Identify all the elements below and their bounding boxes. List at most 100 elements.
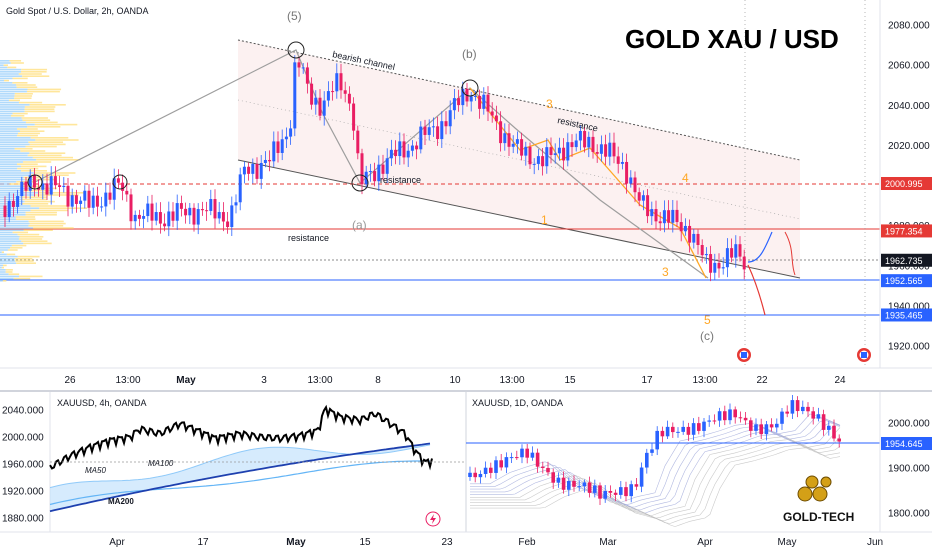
channel-fill	[238, 40, 800, 278]
daily-candle-body	[530, 452, 535, 458]
logo-text: GOLD-TECH	[783, 510, 854, 524]
volume-bar-yellow	[5, 269, 13, 271]
candle-body	[608, 142, 612, 157]
daily-candle-body	[806, 406, 810, 412]
volume-bar-yellow	[2, 280, 7, 282]
daily-candle-body	[795, 400, 800, 412]
volume-bar-blue	[0, 266, 2, 269]
candle-body	[587, 136, 591, 148]
candle-body	[37, 187, 41, 190]
ma-ribbon-line	[470, 419, 841, 508]
candle-body	[667, 210, 671, 223]
price-label-badge	[881, 253, 932, 267]
us-flag-icon[interactable]	[737, 348, 751, 362]
candle-body	[742, 256, 746, 270]
volume-bar-yellow	[1, 266, 4, 269]
volume-bar-yellow	[24, 200, 55, 203]
wave-a-label: (a)	[352, 218, 367, 232]
daily-candle-body	[608, 490, 613, 493]
candle-body	[444, 121, 448, 127]
daily-candle-body	[598, 485, 602, 499]
volume-bar-blue	[0, 71, 21, 73]
candle-body	[616, 156, 620, 164]
candle-body	[104, 192, 108, 207]
lightning-icon[interactable]	[425, 511, 441, 527]
volume-bar-blue	[0, 121, 26, 124]
daily-candle-body	[603, 490, 607, 499]
volume-bar-blue	[0, 141, 29, 143]
volume-bar-blue	[0, 104, 30, 106]
candle-body	[482, 94, 486, 109]
candle-body	[637, 192, 641, 201]
volume-bar-blue	[0, 192, 39, 194]
candle-body	[599, 144, 603, 154]
candle-body	[268, 159, 272, 162]
ma-ribbon-line	[470, 427, 841, 517]
candle-body	[272, 141, 276, 162]
daily-candle-body	[697, 423, 701, 431]
daily-candle-body	[634, 484, 639, 487]
volume-bar-blue	[0, 251, 2, 253]
daily-candle-body	[473, 472, 477, 478]
volume-bar-yellow	[20, 71, 47, 73]
candle-body	[457, 98, 461, 106]
candle-body	[692, 233, 696, 243]
daily-candle-body	[749, 420, 753, 431]
candle-body	[41, 183, 45, 190]
candle-body	[385, 158, 389, 174]
candle-body	[360, 153, 364, 185]
candle-body	[725, 248, 729, 268]
pivot-circle-5	[287, 41, 305, 59]
candle-body	[24, 181, 28, 191]
volume-bar-yellow	[27, 88, 62, 91]
us-flag-icon[interactable]	[857, 348, 871, 362]
daily-candle-body	[837, 438, 841, 442]
candle-body	[70, 195, 74, 207]
x-tick-label: 22	[756, 375, 768, 386]
candle-body	[238, 174, 242, 203]
y-tick-label-1d: 1900.000	[888, 464, 930, 475]
candle-body	[247, 166, 251, 174]
candle-body	[158, 212, 162, 224]
volume-bar-yellow	[30, 205, 68, 207]
volume-bar-yellow	[8, 273, 20, 275]
daily-candle-body	[660, 430, 665, 437]
volume-bar-yellow	[11, 244, 27, 247]
volume-bar-blue	[0, 185, 21, 187]
volume-bar-blue	[0, 60, 10, 62]
volume-bar-yellow	[14, 93, 33, 95]
candle-body	[541, 156, 545, 167]
volume-bar-blue	[0, 150, 21, 152]
volume-bar-yellow	[17, 134, 38, 137]
candles	[3, 55, 746, 282]
volume-bar-blue	[0, 183, 10, 185]
x-tick-label-1d: Feb	[518, 537, 536, 548]
volume-bar-blue	[0, 269, 6, 271]
candle-body	[490, 111, 494, 116]
daily-candle-body	[759, 424, 763, 435]
volume-bar-blue	[0, 225, 29, 227]
volume-bar-blue	[0, 280, 3, 282]
volume-bar-yellow	[22, 119, 51, 121]
panel-4h-x-axis: Apr 17 May 15 23	[109, 537, 453, 548]
big-title: GOLD XAU / USD	[625, 24, 839, 54]
candle-body	[683, 225, 687, 232]
volume-bar-blue	[0, 238, 19, 240]
volume-bar-blue	[0, 88, 28, 91]
candle-body	[301, 67, 305, 69]
candle-body	[112, 178, 116, 200]
candle-body	[440, 121, 444, 140]
daily-candle-body	[645, 452, 649, 468]
volume-bar-yellow	[4, 79, 9, 82]
volume-bar-blue	[0, 106, 25, 108]
candle-body	[251, 163, 255, 174]
candle-body	[45, 183, 49, 195]
daily-candle-body	[489, 467, 493, 473]
y-tick-label-4h: 2040.000	[2, 406, 44, 417]
volume-bar-yellow	[21, 196, 48, 198]
candle-body	[625, 161, 629, 184]
daily-candle-body	[551, 472, 555, 483]
volume-bar-blue	[0, 174, 31, 176]
candle-body	[511, 143, 515, 147]
candle-body	[242, 166, 246, 175]
